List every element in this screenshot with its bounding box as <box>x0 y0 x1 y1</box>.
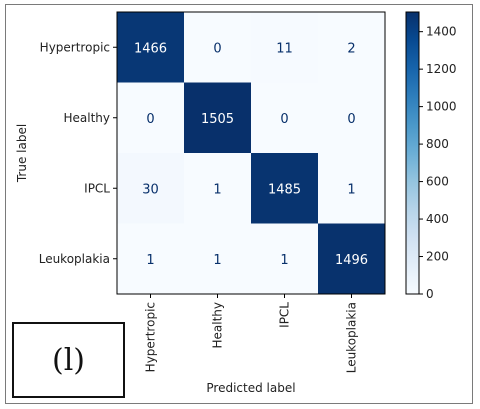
cell-r3-c1 <box>184 223 251 294</box>
cell-r0-c1 <box>184 12 251 83</box>
cell-r0-c3 <box>318 12 385 83</box>
matrix-border <box>116 11 386 295</box>
matrix-value-labels: 1466 0 11 20 1505 0 030 1 1485 11 1 1 1496 <box>134 41 368 268</box>
colorbar-ticks: 0 200 400 600 800 1000 1200 1400 <box>419 25 457 301</box>
colorbar-tick-0: 0 <box>426 287 434 301</box>
colorbar-tick-1: 200 <box>426 250 449 264</box>
colorbar-tick-7: 1400 <box>426 25 457 39</box>
y-tick-label-0: Hypertropic <box>40 40 110 54</box>
cell-value-r3-c2: 1 <box>280 253 288 268</box>
cell-r1-c0 <box>117 82 184 153</box>
cell-value-r1-c1: 1505 <box>201 112 234 127</box>
panel-label: (l) <box>51 342 85 378</box>
cell-r2-c1 <box>184 153 251 224</box>
cell-value-r2-c0: 30 <box>142 182 159 197</box>
cell-value-r0-c2: 11 <box>276 41 293 56</box>
x-tick-label-2: IPCL <box>278 302 292 328</box>
colorbar-tick-4: 800 <box>426 137 449 151</box>
x-axis-ticks: Hypertropic Healthy IPCL Leukoplakia <box>144 294 359 373</box>
cell-r1-c3 <box>318 82 385 153</box>
cell-value-r2-c1: 1 <box>213 182 221 197</box>
cell-r3-c3 <box>318 223 385 294</box>
y-tick-label-1: Healthy <box>63 111 110 125</box>
colorbar-tick-6: 1200 <box>426 62 457 76</box>
matrix-cells <box>117 12 385 294</box>
cell-value-r1-c3: 0 <box>347 112 355 127</box>
cell-r2-c2 <box>251 153 318 224</box>
cell-value-r2-c2: 1485 <box>268 182 301 197</box>
cell-value-r0-c3: 2 <box>347 41 355 56</box>
colorbar-tick-2: 400 <box>426 212 449 226</box>
cell-value-r3-c1: 1 <box>213 253 221 268</box>
y-axis-label: True label <box>15 124 29 183</box>
cell-r1-c1 <box>184 82 251 153</box>
cell-r2-c0 <box>117 153 184 224</box>
cell-value-r1-c0: 0 <box>146 112 154 127</box>
y-tick-label-2: IPCL <box>84 181 110 195</box>
cell-r0-c0 <box>117 12 184 83</box>
cell-r0-c2 <box>251 12 318 83</box>
cell-value-r0-c1: 0 <box>213 41 221 56</box>
colorbar-tick-3: 600 <box>426 175 449 189</box>
x-tick-label-3: Leukoplakia <box>345 302 359 373</box>
cell-r3-c0 <box>117 223 184 294</box>
colorbar-tick-5: 1000 <box>426 100 457 114</box>
y-tick-label-3: Leukoplakia <box>39 252 110 266</box>
cell-value-r3-c0: 1 <box>146 253 154 268</box>
x-tick-label-0: Hypertropic <box>144 302 158 372</box>
y-axis-ticks: Hypertropic Healthy IPCL Leukoplakia <box>39 40 117 266</box>
panel-label-box: (l) <box>12 322 125 398</box>
cell-value-r0-c0: 1466 <box>134 41 167 56</box>
x-tick-label-1: Healthy <box>211 302 225 349</box>
colorbar <box>405 11 420 295</box>
cell-r3-c2 <box>251 223 318 294</box>
cell-value-r2-c3: 1 <box>347 182 355 197</box>
cell-r1-c2 <box>251 82 318 153</box>
cell-r2-c3 <box>318 153 385 224</box>
cell-value-r3-c3: 1496 <box>335 253 368 268</box>
x-axis-label: Predicted label <box>206 381 295 395</box>
figure-frame <box>5 4 473 404</box>
cell-value-r1-c2: 0 <box>280 112 288 127</box>
